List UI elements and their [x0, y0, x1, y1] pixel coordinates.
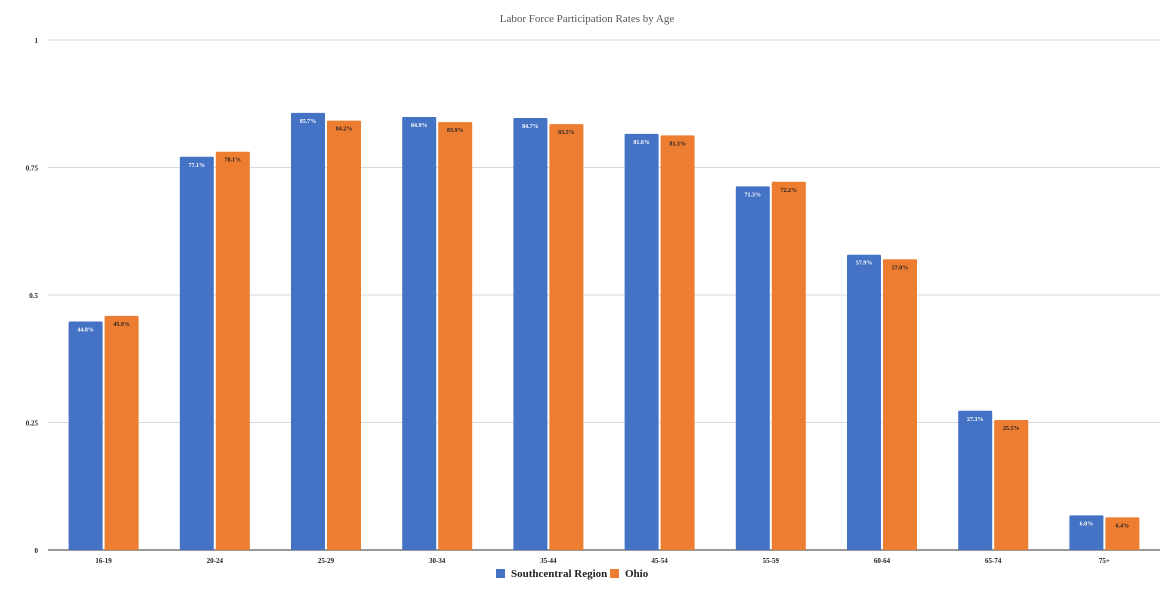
- x-tick-label: 16-19: [95, 557, 112, 565]
- x-tick-label: 65-74: [985, 557, 1002, 565]
- data-label: 84.9%: [411, 123, 428, 129]
- bar-ohio-65-74: [994, 419, 1029, 550]
- x-tick-label: 25-29: [318, 557, 335, 565]
- bar-ohio-75+: [1105, 517, 1140, 550]
- bar-southcentral-45-54: [624, 133, 659, 550]
- data-label: 71.3%: [745, 192, 762, 198]
- legend: Southcentral Region Ohio: [496, 568, 649, 580]
- data-label: 25.5%: [1003, 426, 1020, 432]
- x-tick-label: 45-54: [651, 557, 668, 565]
- bar-southcentral-55-59: [735, 186, 770, 550]
- bar-southcentral-25-29: [291, 112, 325, 551]
- bar-southcentral-75+: [1069, 515, 1104, 550]
- x-tick-label: 75+: [1099, 557, 1110, 565]
- y-tick-label: 1: [35, 37, 39, 45]
- bars: 44.8% 45.9% 77.1% 78.1% 85.7% 84.2% 84.9% 83.9%…: [68, 112, 1140, 551]
- x-tick-label: 35-44: [540, 557, 557, 565]
- bar-southcentral-60-64: [847, 254, 881, 550]
- bar-southcentral-20-24: [179, 156, 214, 551]
- y-tick-label: 0.25: [26, 420, 39, 428]
- data-label: 27.3%: [967, 417, 984, 423]
- legend-label-ohio: Ohio: [625, 568, 649, 580]
- x-tick-label: 60-64: [874, 557, 891, 565]
- bar-southcentral-30-34: [402, 117, 437, 550]
- bar-southcentral-65-74: [958, 410, 993, 550]
- y-tick-label: 0.5: [29, 292, 38, 300]
- legend-swatch-southcentral: [496, 569, 505, 578]
- data-label: 83.9%: [447, 128, 464, 134]
- data-label: 83.5%: [558, 130, 575, 136]
- y-tick-label: 0: [35, 547, 39, 555]
- x-axis: 16-19 20-24 25-29 30-34 35-44 45-54 55-59 60-64…: [95, 557, 1109, 565]
- data-label: 77.1%: [189, 163, 206, 169]
- chart-title: Labor Force Participation Rates by Age: [500, 13, 675, 25]
- bar-ohio-60-64: [883, 259, 917, 550]
- data-label: 81.3%: [669, 141, 686, 147]
- y-tick-label: 0.75: [26, 165, 39, 173]
- data-label: 45.9%: [113, 322, 130, 328]
- bar-ohio-16-19: [104, 315, 139, 550]
- data-label: 84.2%: [336, 127, 353, 133]
- gridlines: [48, 39, 1160, 551]
- bar-southcentral-35-44: [513, 118, 548, 550]
- data-label: 6.4%: [1116, 523, 1130, 529]
- legend-swatch-ohio: [610, 569, 619, 578]
- data-label: 44.8%: [77, 328, 94, 334]
- y-axis: 0 0.25 0.5 0.75 1: [26, 37, 39, 555]
- data-label: 72.2%: [781, 188, 798, 194]
- data-label: 57.0%: [892, 265, 909, 271]
- legend-label-southcentral: Southcentral Region: [511, 568, 607, 580]
- data-label: 6.8%: [1080, 521, 1094, 527]
- data-label: 81.6%: [633, 140, 650, 146]
- x-tick-label: 20-24: [207, 557, 224, 565]
- bar-ohio-45-54: [660, 135, 695, 550]
- bar-ohio-30-34: [438, 122, 473, 551]
- data-label: 84.7%: [522, 124, 539, 130]
- x-tick-label: 30-34: [429, 557, 446, 565]
- bar-ohio-25-29: [327, 120, 361, 550]
- data-label: 85.7%: [300, 119, 317, 125]
- bar-ohio-55-59: [771, 181, 806, 550]
- data-label: 78.1%: [225, 158, 242, 164]
- bar-ohio-35-44: [549, 124, 584, 551]
- bar-ohio-20-24: [215, 151, 250, 550]
- x-tick-label: 55-59: [763, 557, 780, 565]
- bar-southcentral-16-19: [68, 321, 103, 550]
- data-label: 57.9%: [856, 261, 873, 267]
